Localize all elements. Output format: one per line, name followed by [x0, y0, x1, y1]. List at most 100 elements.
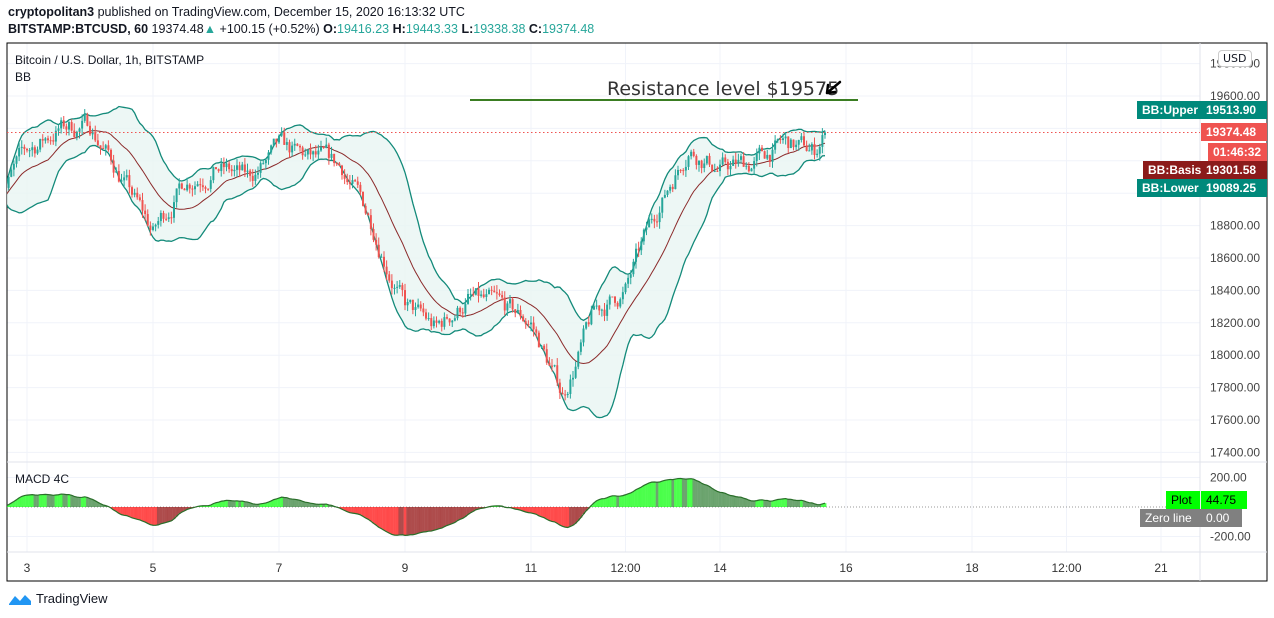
- candle: [57, 128, 60, 131]
- macd-bar: [697, 481, 701, 507]
- macd-bar: [542, 507, 546, 518]
- time-axis-label: 3: [24, 561, 31, 575]
- candle: [766, 154, 769, 159]
- macd-bar: [28, 494, 32, 507]
- macd-bar: [755, 500, 759, 507]
- candle: [540, 345, 543, 348]
- candle: [661, 197, 664, 213]
- tradingview-logo[interactable]: TradingView: [8, 591, 108, 606]
- candle: [196, 184, 199, 187]
- candle: [543, 345, 546, 350]
- macd-bar: [529, 507, 533, 513]
- macd-bar: [655, 482, 659, 507]
- macd-bar: [25, 495, 29, 507]
- bb-upper-label: BB:Upper: [1137, 101, 1201, 119]
- macd-bar: [679, 478, 683, 507]
- candle: [249, 170, 252, 176]
- candle: [648, 219, 651, 228]
- candle: [254, 174, 257, 181]
- candle: [262, 163, 265, 165]
- candle: [682, 170, 685, 172]
- macd-bar: [96, 502, 100, 507]
- macd-bar: [359, 507, 362, 515]
- macd-bar: [773, 500, 777, 507]
- macd-bar: [684, 479, 688, 507]
- candle: [270, 145, 273, 153]
- last-price: 19374.48: [151, 22, 204, 36]
- macd-bar: [411, 507, 415, 535]
- macd-bar: [797, 500, 801, 507]
- macd-bar: [818, 504, 822, 507]
- macd-bar: [78, 497, 81, 507]
- macd-bar: [513, 507, 517, 510]
- macd-bar: [639, 487, 643, 507]
- bb-legend[interactable]: BB: [15, 70, 32, 84]
- macd-bar: [705, 485, 709, 507]
- time-axis-label: 16: [839, 561, 853, 575]
- macd-bar: [41, 494, 45, 507]
- candle: [33, 147, 36, 154]
- candle: [700, 160, 703, 169]
- macd-bar: [729, 495, 732, 507]
- macd-bar: [240, 501, 244, 507]
- macd-bar: [80, 497, 84, 507]
- candle: [551, 365, 553, 367]
- macd-bar: [721, 492, 725, 507]
- publish-date: published on TradingView.com, December 1…: [97, 5, 465, 19]
- candle: [561, 392, 564, 395]
- candle: [330, 153, 333, 158]
- macd-bar: [401, 507, 404, 535]
- macd-bar: [12, 501, 16, 507]
- macd-bar: [802, 500, 806, 507]
- macd-bar: [821, 503, 824, 507]
- macd-bar: [647, 482, 651, 507]
- macd-bar: [561, 507, 564, 527]
- macd-bar: [723, 493, 727, 507]
- candle: [52, 140, 55, 142]
- candle: [782, 138, 784, 141]
- macd-bar: [128, 507, 131, 517]
- candle: [28, 150, 31, 152]
- candle: [314, 151, 317, 155]
- candle: [120, 180, 123, 182]
- time-axis-label: 9: [402, 561, 409, 575]
- currency-button[interactable]: USD: [1218, 50, 1252, 67]
- candle: [509, 299, 511, 304]
- macd-bar: [823, 503, 827, 507]
- candle: [671, 186, 674, 190]
- macd-bar: [726, 494, 730, 507]
- macd-bar: [537, 507, 541, 516]
- zero-line-label: Zero line: [1140, 509, 1201, 527]
- candle: [456, 307, 459, 319]
- candle: [414, 307, 417, 310]
- candle: [60, 120, 63, 129]
- candle: [674, 175, 677, 190]
- candle: [272, 138, 275, 146]
- macd-bar: [458, 507, 462, 520]
- candle: [663, 194, 666, 198]
- macd-legend[interactable]: MACD 4C: [15, 472, 70, 486]
- candle: [590, 309, 593, 325]
- macd-bar: [201, 505, 205, 507]
- candle: [285, 142, 288, 145]
- candle: [241, 164, 244, 171]
- macd-bar: [416, 507, 420, 534]
- macd-bar: [566, 507, 570, 528]
- macd-bar: [20, 496, 24, 507]
- candle: [522, 316, 525, 322]
- candle: [808, 150, 811, 152]
- candle: [390, 280, 393, 289]
- candle: [803, 136, 805, 146]
- macd-bar: [9, 503, 13, 507]
- macd-bar: [471, 507, 475, 512]
- candle: [327, 144, 330, 158]
- candle: [758, 147, 761, 154]
- candle: [695, 155, 698, 165]
- candle: [99, 145, 102, 149]
- author[interactable]: cryptopolitan3: [8, 5, 95, 19]
- candle: [461, 312, 464, 314]
- macd-bar: [710, 488, 714, 507]
- macd-bar: [38, 494, 42, 507]
- macd-bar: [322, 504, 326, 507]
